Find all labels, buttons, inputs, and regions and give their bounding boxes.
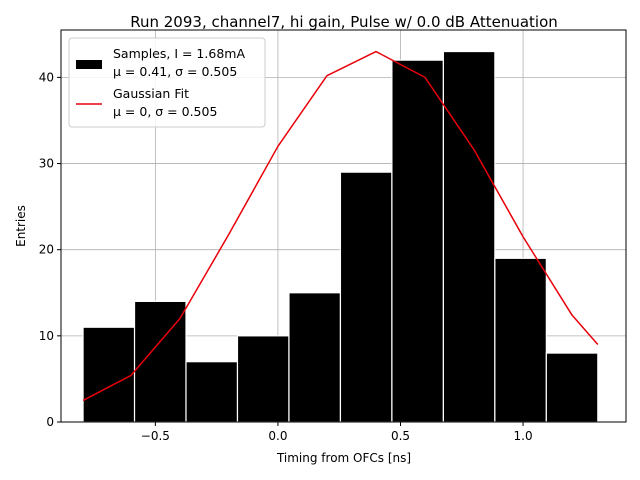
y-tick-label-1: 10 bbox=[39, 329, 54, 343]
histogram-bar-9 bbox=[545, 352, 599, 423]
legend-stats-histogram: μ = 0.41, σ = 0.505 bbox=[113, 64, 237, 79]
y-axis-label: Entries bbox=[14, 205, 28, 247]
legend-box bbox=[68, 37, 266, 128]
x-tick-label-3: 1.0 bbox=[514, 429, 533, 443]
x-tick-label-2: 0.5 bbox=[391, 429, 410, 443]
histogram-bar-0 bbox=[82, 326, 136, 423]
histogram-bar-3 bbox=[236, 335, 290, 423]
y-tick-label-2: 20 bbox=[39, 243, 54, 257]
histogram-bar-5 bbox=[339, 171, 393, 423]
x-axis-label: Timing from OFCs [ns] bbox=[276, 451, 411, 465]
legend-swatch-histogram bbox=[76, 60, 102, 69]
chart-title: Run 2093, channel7, hi gain, Pulse w/ 0.… bbox=[130, 13, 558, 31]
legend-label-fit: Gaussian Fit bbox=[113, 86, 189, 101]
plot-frame bbox=[60, 29, 627, 423]
y-tick-label-4: 40 bbox=[39, 70, 54, 84]
histogram-bar-8 bbox=[494, 257, 547, 423]
x-tick-label-0: −0.5 bbox=[141, 429, 170, 443]
histogram-bar-7 bbox=[442, 50, 496, 423]
x-tick-label-1: 0.0 bbox=[268, 429, 287, 443]
histogram-bar-2 bbox=[185, 361, 239, 423]
histogram-bar-6 bbox=[391, 59, 444, 423]
y-axis-ticks: 0 10 20 30 40 bbox=[39, 70, 61, 429]
x-axis-ticks: −0.5 0.0 0.5 1.0 bbox=[141, 422, 533, 443]
legend-label-histogram: Samples, I = 1.68mA bbox=[113, 46, 245, 61]
histogram-bar-4 bbox=[288, 292, 342, 423]
gaussian-fit bbox=[82, 50, 599, 402]
gaussian-fit-line bbox=[82, 50, 599, 402]
legend: Samples, I = 1.68mA μ = 0.41, σ = 0.505 … bbox=[68, 37, 266, 128]
y-tick-label-3: 30 bbox=[39, 157, 54, 171]
y-tick-label-0: 0 bbox=[46, 415, 54, 429]
histogram-bars bbox=[82, 50, 599, 423]
legend-stats-fit: μ = 0, σ = 0.505 bbox=[113, 104, 217, 119]
